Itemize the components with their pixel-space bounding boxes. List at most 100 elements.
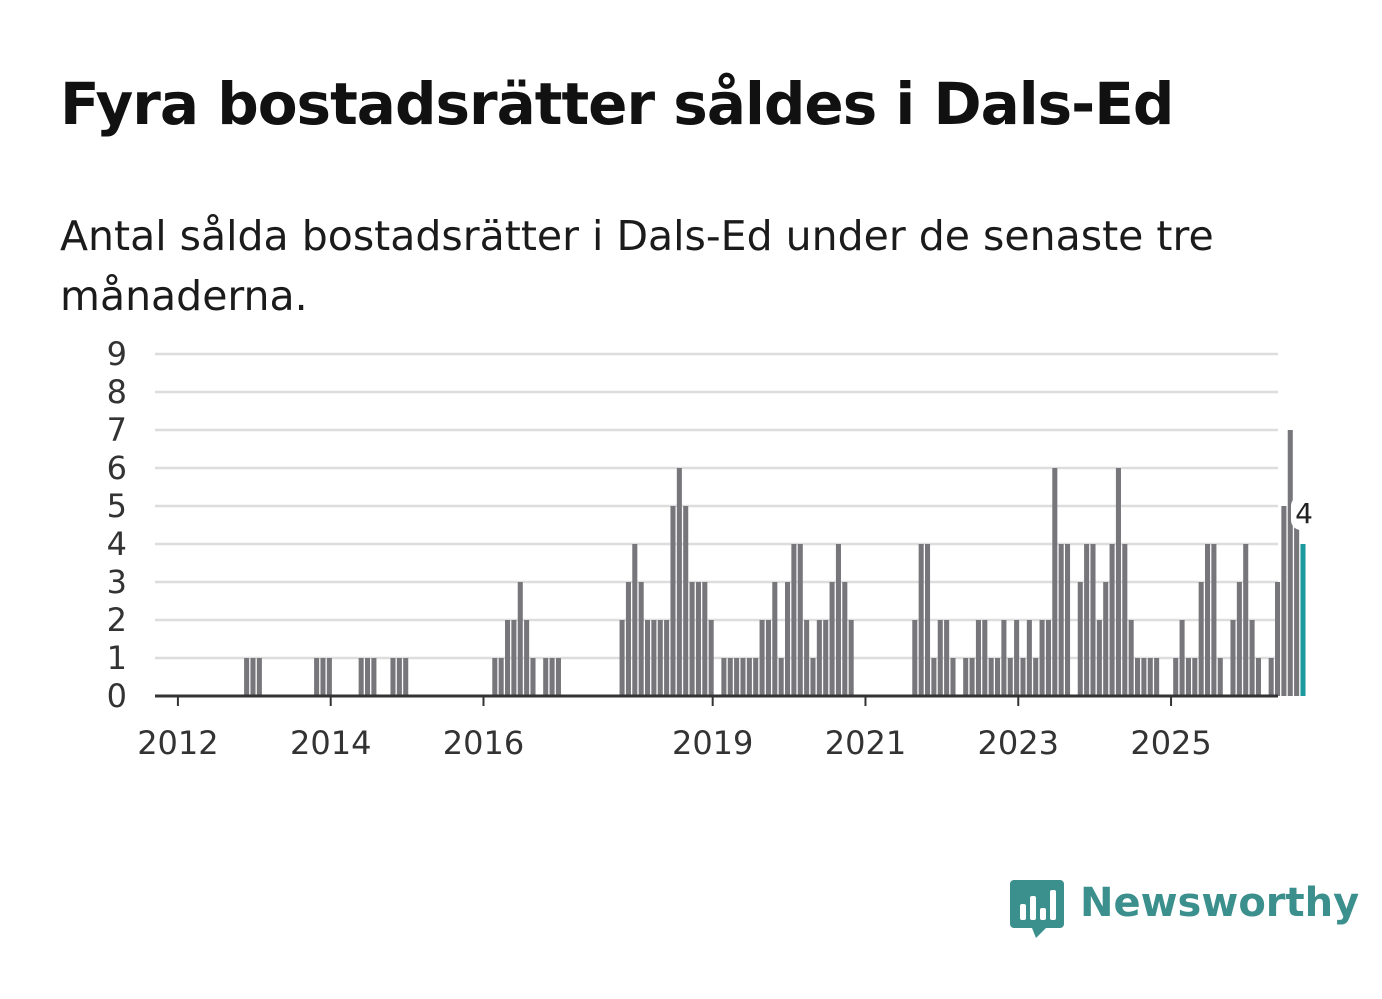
bar: [759, 620, 765, 696]
bar: [765, 620, 771, 696]
bar: [1205, 544, 1211, 696]
bar: [1243, 544, 1249, 696]
bar: [829, 582, 835, 696]
bar: [1294, 506, 1300, 696]
bar: [1135, 658, 1141, 696]
y-tick-label-1: 1: [107, 639, 127, 677]
bar: [810, 658, 816, 696]
bar: [702, 582, 708, 696]
bar: [371, 658, 377, 696]
bar: [982, 620, 988, 696]
bar: [1020, 658, 1026, 696]
x-tick-label-2014: 2014: [290, 724, 371, 762]
bar: [1192, 658, 1198, 696]
bar: [403, 658, 409, 696]
bar: [492, 658, 498, 696]
bar: [695, 582, 701, 696]
bar: [1039, 620, 1045, 696]
bar: [549, 658, 555, 696]
bar: [1198, 582, 1204, 696]
bar: [676, 468, 682, 696]
bar: [912, 620, 918, 696]
bars: [244, 430, 1306, 696]
bar: [244, 658, 250, 696]
bar: [816, 620, 822, 696]
bar: [365, 658, 371, 696]
y-tick-label-2: 2: [107, 601, 127, 639]
bar: [320, 658, 326, 696]
bar: [256, 658, 262, 696]
bar: [1281, 506, 1287, 696]
bar: [530, 658, 536, 696]
bar: [1026, 620, 1032, 696]
current-value-callout: 4: [1290, 496, 1317, 530]
bar: [1147, 658, 1153, 696]
y-tick-label-5: 5: [107, 487, 127, 525]
y-tick-label-8: 8: [107, 373, 127, 411]
bar: [1255, 658, 1261, 696]
bar: [963, 658, 969, 696]
bar: [390, 658, 396, 696]
bar: [835, 544, 841, 696]
bar: [1033, 658, 1039, 696]
bar: [632, 544, 638, 696]
bar: [734, 658, 740, 696]
bar: [524, 620, 530, 696]
bar: [995, 658, 1001, 696]
bar: [931, 658, 937, 696]
bar: [1077, 582, 1083, 696]
bar: [842, 582, 848, 696]
bar: [326, 658, 332, 696]
bar: [1014, 620, 1020, 696]
bar: [638, 582, 644, 696]
bar: [1217, 658, 1223, 696]
bar: [772, 582, 778, 696]
bar: [1007, 658, 1013, 696]
callout-background: [1290, 496, 1317, 530]
bar: [1084, 544, 1090, 696]
bar: [1090, 544, 1096, 696]
bar: [925, 544, 931, 696]
bar: [1045, 620, 1051, 696]
bar: [1185, 658, 1191, 696]
bar: [1109, 544, 1115, 696]
bar: [848, 620, 854, 696]
bar: [746, 658, 752, 696]
y-tick-label-6: 6: [107, 449, 127, 487]
newsworthy-logo: Newsworthy: [1010, 878, 1359, 942]
bar: [555, 658, 561, 696]
bar: [619, 620, 625, 696]
y-tick-label-3: 3: [107, 563, 127, 601]
bar: [937, 620, 943, 696]
bar: [740, 658, 746, 696]
bar: [1122, 544, 1128, 696]
bar: [511, 620, 517, 696]
bar: [1065, 544, 1071, 696]
bar: [1268, 658, 1274, 696]
bar: [778, 658, 784, 696]
bar: [791, 544, 797, 696]
bar: [944, 620, 950, 696]
bar: [1096, 620, 1102, 696]
bar: [753, 658, 759, 696]
y-tick-label-4: 4: [107, 525, 127, 563]
bar: [1230, 620, 1236, 696]
bar: [625, 582, 631, 696]
bar: [543, 658, 549, 696]
y-tick-label-0: 0: [107, 677, 127, 715]
chart-subtitle: Antal sålda bostadsrätter i Dals-Ed unde…: [60, 212, 1214, 320]
bar: [1115, 468, 1121, 696]
gridlines: [155, 352, 1278, 660]
x-tick-label-2025: 2025: [1130, 724, 1211, 762]
x-tick-label-2021: 2021: [825, 724, 906, 762]
bar: [657, 620, 663, 696]
x-axis: 2012 2014 2016 2019 2021 2023 2025: [137, 694, 1278, 762]
x-tick-label-2019: 2019: [672, 724, 753, 762]
bar: [1052, 468, 1058, 696]
bar: [1141, 658, 1147, 696]
x-tick-label-2016: 2016: [443, 724, 524, 762]
bar: [1249, 620, 1255, 696]
bar: [823, 620, 829, 696]
